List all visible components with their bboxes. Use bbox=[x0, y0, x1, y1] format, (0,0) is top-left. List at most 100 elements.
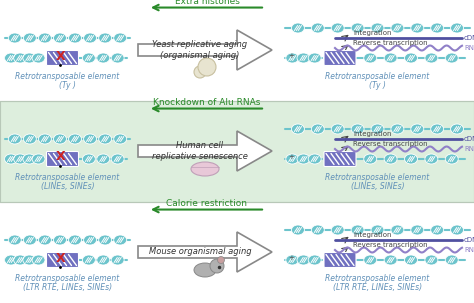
Text: Retrotransposable element: Retrotransposable element bbox=[15, 173, 119, 182]
Ellipse shape bbox=[371, 225, 384, 235]
Ellipse shape bbox=[114, 33, 127, 43]
Ellipse shape bbox=[292, 23, 304, 33]
Text: cDNA: cDNA bbox=[464, 237, 474, 243]
Ellipse shape bbox=[83, 235, 97, 245]
Text: +: + bbox=[288, 255, 294, 261]
Ellipse shape bbox=[292, 225, 304, 235]
Text: X: X bbox=[55, 49, 65, 62]
Ellipse shape bbox=[371, 23, 384, 33]
Ellipse shape bbox=[69, 33, 82, 43]
Ellipse shape bbox=[431, 225, 444, 235]
Polygon shape bbox=[138, 131, 272, 171]
Ellipse shape bbox=[351, 23, 364, 33]
Ellipse shape bbox=[8, 235, 21, 245]
Ellipse shape bbox=[99, 33, 112, 43]
Ellipse shape bbox=[38, 134, 51, 144]
Text: RNA: RNA bbox=[464, 45, 474, 51]
Ellipse shape bbox=[404, 255, 418, 265]
Ellipse shape bbox=[97, 255, 110, 265]
Text: Reverse transcription: Reverse transcription bbox=[353, 141, 428, 147]
Ellipse shape bbox=[445, 53, 458, 63]
Circle shape bbox=[194, 66, 206, 78]
Ellipse shape bbox=[384, 255, 397, 265]
Text: Integration: Integration bbox=[353, 131, 392, 137]
Ellipse shape bbox=[297, 154, 310, 164]
Ellipse shape bbox=[364, 154, 377, 164]
Ellipse shape bbox=[82, 154, 95, 164]
Ellipse shape bbox=[97, 154, 110, 164]
Ellipse shape bbox=[14, 255, 27, 265]
Ellipse shape bbox=[425, 255, 438, 265]
Text: Extra histones: Extra histones bbox=[174, 0, 239, 5]
Ellipse shape bbox=[286, 154, 299, 164]
Ellipse shape bbox=[308, 255, 321, 265]
Text: Mouse organismal aging: Mouse organismal aging bbox=[149, 248, 251, 257]
Text: (LINEs, SINEs): (LINEs, SINEs) bbox=[41, 182, 94, 191]
Ellipse shape bbox=[4, 53, 18, 63]
Ellipse shape bbox=[54, 235, 66, 245]
Ellipse shape bbox=[8, 134, 21, 144]
Ellipse shape bbox=[331, 23, 344, 33]
Ellipse shape bbox=[308, 53, 321, 63]
Ellipse shape bbox=[111, 53, 124, 63]
Text: (Ty ): (Ty ) bbox=[59, 81, 76, 90]
Ellipse shape bbox=[23, 154, 36, 164]
Polygon shape bbox=[138, 30, 272, 70]
Ellipse shape bbox=[391, 23, 404, 33]
Ellipse shape bbox=[384, 53, 397, 63]
Ellipse shape bbox=[411, 23, 424, 33]
Polygon shape bbox=[138, 232, 272, 272]
Ellipse shape bbox=[431, 23, 444, 33]
Ellipse shape bbox=[371, 124, 384, 134]
Ellipse shape bbox=[82, 255, 95, 265]
Text: Integration: Integration bbox=[353, 30, 392, 36]
Text: (LTR RTE, LINEs, SINEs): (LTR RTE, LINEs, SINEs) bbox=[333, 283, 422, 292]
Text: Retrotransposable element: Retrotransposable element bbox=[15, 72, 119, 81]
Ellipse shape bbox=[111, 154, 124, 164]
Ellipse shape bbox=[111, 255, 124, 265]
FancyBboxPatch shape bbox=[46, 152, 79, 167]
Ellipse shape bbox=[411, 124, 424, 134]
Ellipse shape bbox=[97, 53, 110, 63]
Ellipse shape bbox=[38, 235, 51, 245]
FancyBboxPatch shape bbox=[0, 101, 474, 202]
Ellipse shape bbox=[311, 124, 324, 134]
Text: X: X bbox=[55, 251, 65, 265]
Text: RNA: RNA bbox=[464, 146, 474, 152]
Ellipse shape bbox=[445, 154, 458, 164]
Text: Retrotransposable element: Retrotransposable element bbox=[15, 274, 119, 283]
Ellipse shape bbox=[364, 255, 377, 265]
Text: (LTR RTE, LINEs, SINEs): (LTR RTE, LINEs, SINEs) bbox=[23, 283, 112, 292]
Ellipse shape bbox=[194, 263, 216, 277]
Ellipse shape bbox=[23, 53, 36, 63]
Ellipse shape bbox=[4, 154, 18, 164]
Circle shape bbox=[198, 58, 216, 76]
Ellipse shape bbox=[32, 154, 45, 164]
Ellipse shape bbox=[451, 23, 464, 33]
Ellipse shape bbox=[331, 225, 344, 235]
Circle shape bbox=[218, 257, 225, 264]
Ellipse shape bbox=[69, 134, 82, 144]
Ellipse shape bbox=[286, 255, 299, 265]
Ellipse shape bbox=[99, 134, 112, 144]
Ellipse shape bbox=[23, 33, 36, 43]
Ellipse shape bbox=[8, 33, 21, 43]
Ellipse shape bbox=[114, 235, 127, 245]
Ellipse shape bbox=[114, 134, 127, 144]
Ellipse shape bbox=[38, 33, 51, 43]
Ellipse shape bbox=[391, 225, 404, 235]
Ellipse shape bbox=[404, 53, 418, 63]
Ellipse shape bbox=[391, 124, 404, 134]
Ellipse shape bbox=[351, 124, 364, 134]
FancyBboxPatch shape bbox=[46, 252, 79, 268]
Text: Retrotransposable element: Retrotransposable element bbox=[325, 274, 429, 283]
Text: cDNA: cDNA bbox=[464, 136, 474, 142]
Ellipse shape bbox=[23, 255, 36, 265]
Ellipse shape bbox=[32, 53, 45, 63]
Ellipse shape bbox=[82, 53, 95, 63]
Text: +: + bbox=[288, 53, 294, 59]
Ellipse shape bbox=[445, 255, 458, 265]
Text: Retrotransposable element: Retrotransposable element bbox=[325, 173, 429, 182]
Ellipse shape bbox=[297, 53, 310, 63]
Text: Yeast replicative aging
(organismal aging): Yeast replicative aging (organismal agin… bbox=[153, 40, 247, 60]
